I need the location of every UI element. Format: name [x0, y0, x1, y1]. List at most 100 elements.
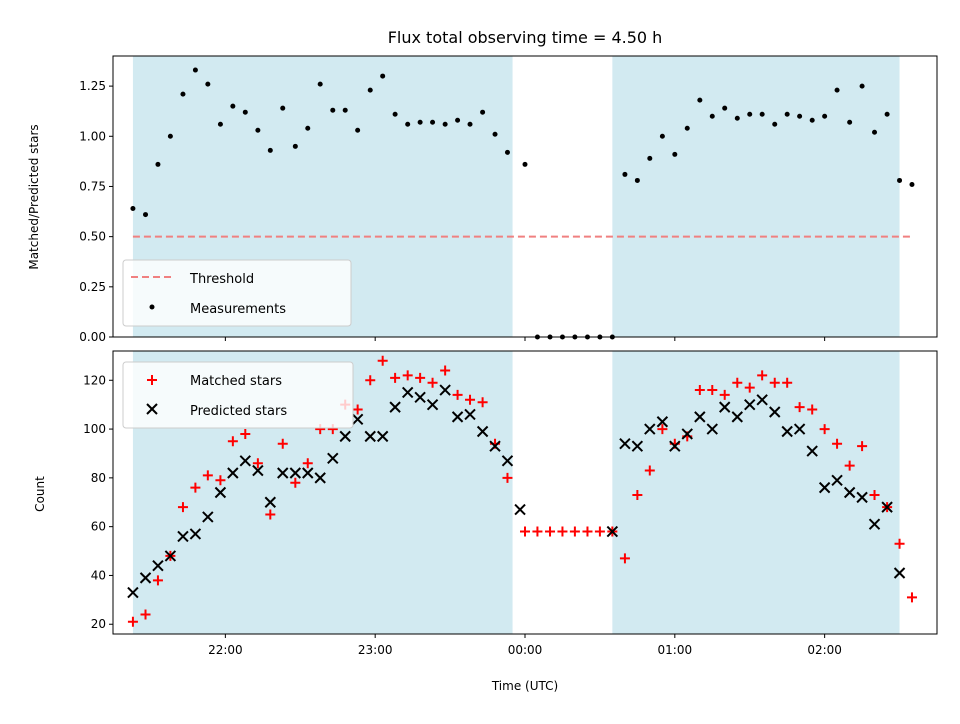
legend-measurements-label: Measurements: [190, 302, 286, 317]
legend-matched-swatch: [147, 375, 157, 385]
predicted-star-point: [401, 386, 414, 399]
measurement-point: [884, 111, 890, 117]
matched-star-point: [215, 475, 226, 486]
predicted-star-point: [681, 428, 693, 440]
legend-predicted-label: Predicted stars: [190, 404, 287, 419]
x-tick-label: 22:00: [208, 643, 243, 657]
top-observing-window-1: [612, 56, 900, 337]
top-series-0: [130, 67, 915, 340]
measurement-point: [292, 143, 298, 149]
top-legend-frame: [122, 259, 352, 327]
matched-star-point: [857, 441, 868, 452]
matched-star-point: [582, 526, 593, 537]
measurement-point: [772, 121, 778, 127]
top-y-tick-label: 1.25: [79, 79, 106, 93]
matched-star-point: [440, 365, 451, 376]
measurement-point: [480, 109, 486, 115]
predicted-star-point: [189, 528, 202, 540]
measurement-point: [467, 121, 473, 127]
legend-predicted-swatch: [146, 403, 158, 415]
matched-star-point: [594, 526, 605, 537]
predicted-star-point: [501, 455, 514, 467]
legend-threshold-label: Threshold: [189, 272, 254, 287]
predicted-star-point: [856, 491, 868, 504]
matched-star-point: [719, 389, 730, 400]
measurement-point: [634, 177, 640, 183]
measurement-point: [405, 121, 411, 127]
measurement-point: [230, 103, 236, 109]
matched-star-point: [352, 404, 363, 415]
measurement-point: [522, 161, 528, 167]
measurement-point: [255, 127, 261, 133]
measurement-point: [380, 73, 386, 79]
matched-star-point: [390, 372, 401, 383]
measurement-point: [834, 87, 840, 93]
x-tick-label: 01:00: [658, 643, 693, 657]
matched-star-point: [894, 538, 905, 549]
measurement-point: [897, 177, 903, 183]
top-y-tick-label: 1.00: [79, 129, 106, 143]
bottom-y-axis-label: Count: [33, 476, 47, 512]
predicted-star-point: [694, 411, 706, 423]
measurement-point: [847, 119, 853, 125]
measurement-point: [430, 119, 436, 125]
predicted-star-point: [139, 572, 152, 584]
matched-star-point: [140, 609, 151, 620]
bottom-series-1: [127, 384, 906, 599]
measurement-point: [355, 127, 361, 133]
bottom-legend-frame: [122, 361, 354, 429]
matched-star-point: [452, 389, 463, 400]
predicted-star-point: [818, 481, 831, 494]
x-tick-label: 02:00: [807, 643, 842, 657]
measurement-point: [684, 125, 690, 131]
predicted-star-point: [619, 437, 631, 450]
predicted-star-point: [327, 452, 339, 465]
predicted-star-point: [843, 486, 856, 499]
predicted-star-point: [731, 411, 743, 423]
predicted-star-point: [514, 503, 526, 516]
measurement-point: [504, 149, 510, 155]
x-axis-label: Time (UTC): [491, 679, 558, 693]
measurement-point: [797, 113, 803, 119]
bottom-y-tick-label: 120: [83, 373, 106, 387]
predicted-star-point: [744, 398, 756, 411]
predicted-star-point: [177, 530, 189, 543]
measurement-point: [280, 105, 286, 111]
matched-star-point: [202, 470, 213, 481]
bottom-legend: Matched stars Predicted stars: [122, 361, 354, 429]
matched-star-point: [265, 509, 276, 520]
top-y-tick-label: 0.00: [79, 330, 106, 344]
predicted-star-point: [376, 430, 389, 443]
predicted-star-point: [339, 430, 351, 443]
predicted-star-point: [152, 559, 164, 572]
matched-star-point: [277, 438, 288, 449]
measurement-point: [697, 97, 703, 103]
matched-star-point: [377, 355, 388, 366]
matched-star-point: [732, 377, 743, 388]
matched-star-point: [427, 377, 438, 388]
measurement-point: [659, 133, 665, 139]
bottom-y-tick-label: 40: [91, 568, 106, 582]
predicted-star-point: [489, 440, 501, 452]
measurement-point: [672, 151, 678, 157]
predicted-star-point: [439, 384, 451, 396]
predicted-star-point: [202, 511, 214, 523]
predicted-star-point: [631, 440, 644, 452]
matched-star-point: [302, 458, 313, 469]
measurement-point: [709, 113, 715, 119]
top-y-tick-label: 0.75: [79, 179, 106, 193]
predicted-star-point: [389, 401, 401, 413]
measurement-point: [342, 107, 348, 113]
matched-star-point: [807, 404, 818, 415]
predicted-star-point: [831, 474, 843, 487]
matched-star-point: [906, 592, 917, 603]
x-tick-label: 00:00: [508, 643, 543, 657]
matched-star-point: [657, 424, 668, 435]
measurement-point: [784, 111, 790, 117]
matched-star-point: [844, 460, 855, 471]
matched-star-point: [402, 370, 413, 381]
measurement-point: [155, 161, 161, 167]
measurement-point: [305, 125, 311, 131]
predicted-star-point: [656, 416, 669, 428]
